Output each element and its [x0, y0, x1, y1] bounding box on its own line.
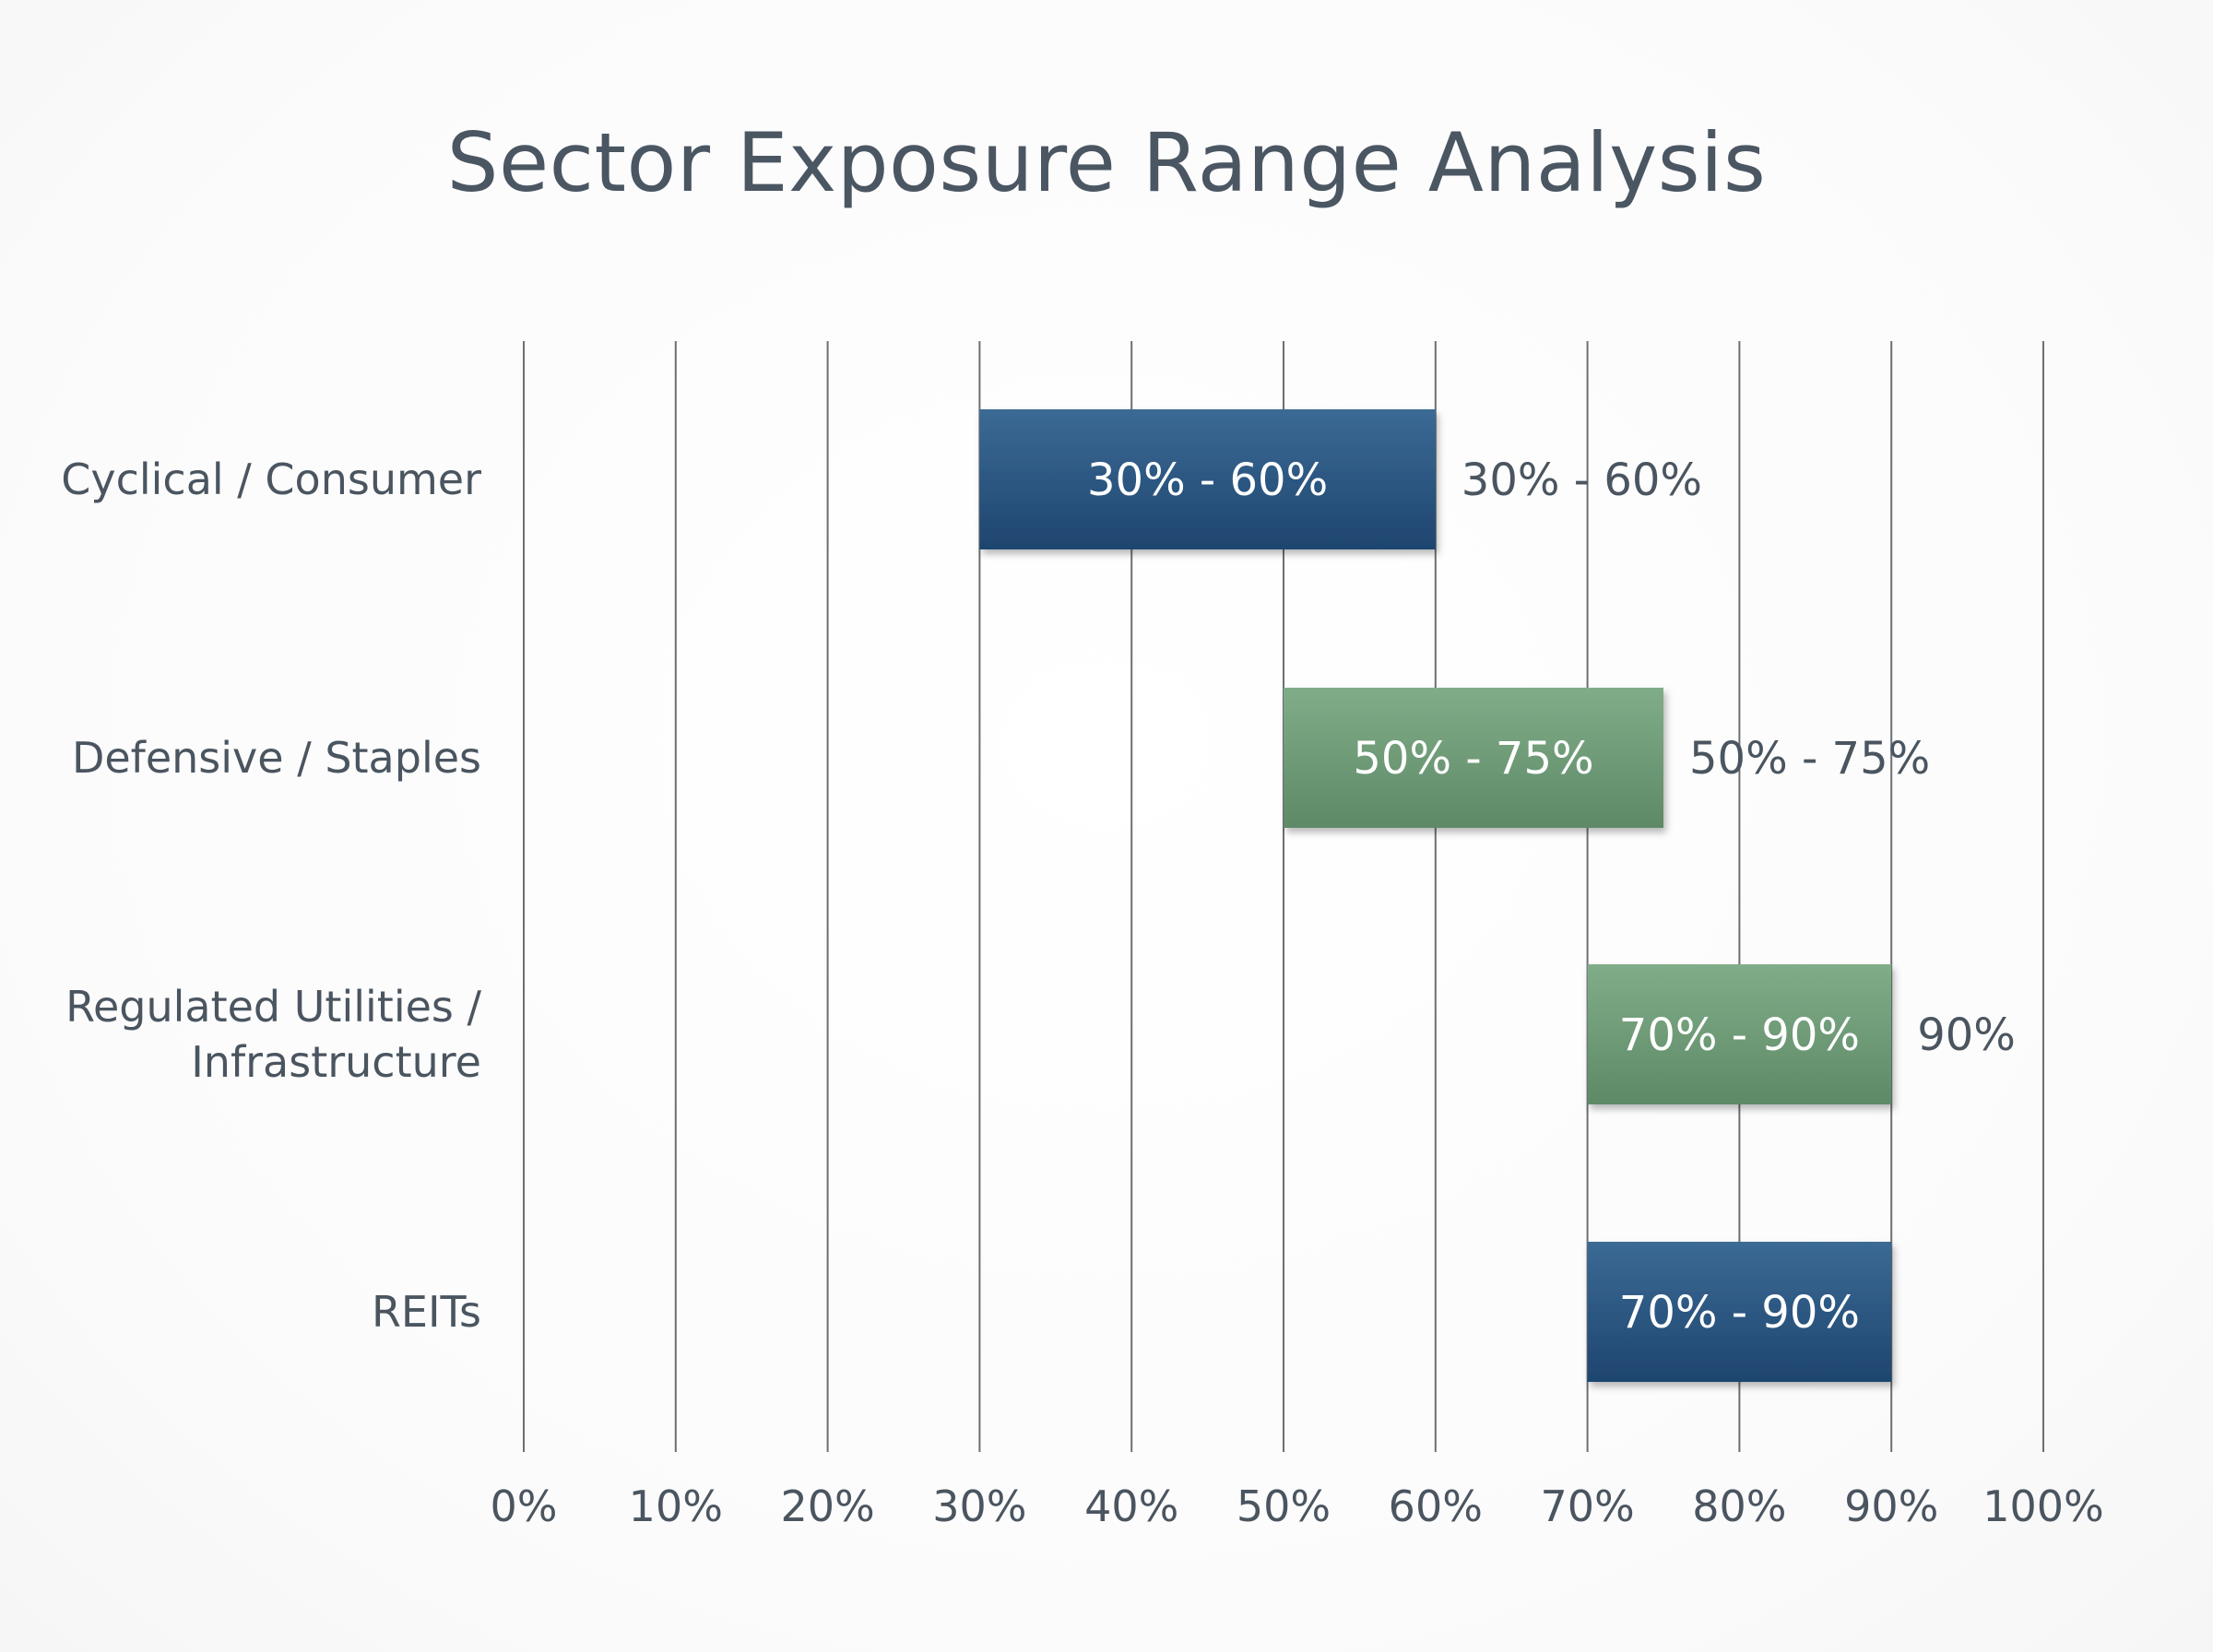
category-label: REITs: [372, 1287, 481, 1337]
range-bar: [1284, 688, 1663, 828]
labels: 0% 10% 20% 30% 40% 50% 60% 70% 80% 90% 100% 30% - 6…: [61, 454, 2104, 1531]
range-bar: [1587, 1242, 1892, 1382]
x-tick-label: 20%: [780, 1481, 874, 1531]
chart-title: Sector Exposure Range Analysis: [446, 115, 1767, 210]
bar-data-label: 70% - 90%: [1619, 1287, 1860, 1339]
x-tick-label: 100%: [1982, 1481, 2104, 1531]
range-bar: [1587, 964, 1892, 1104]
category-label: Defensive / Staples: [72, 733, 481, 783]
x-tick-label: 50%: [1237, 1481, 1331, 1531]
category-label-line: Cyclical / Consumer: [61, 454, 481, 504]
x-tick-label: 80%: [1692, 1481, 1786, 1531]
x-tick-label: 30%: [932, 1481, 1026, 1531]
bar-outside-label: 30% - 60%: [1462, 454, 1702, 506]
bar-data-label: 50% - 75%: [1353, 733, 1593, 785]
category-label-line: Defensive / Staples: [72, 733, 481, 783]
bar-outside-label: 50% - 75%: [1689, 733, 1930, 785]
category-label-line: Infrastructure: [191, 1037, 481, 1087]
x-tick-label: 90%: [1844, 1481, 1938, 1531]
category-label: Cyclical / Consumer: [61, 454, 481, 504]
x-tick-label: 60%: [1389, 1481, 1483, 1531]
x-tick-label: 70%: [1540, 1481, 1634, 1531]
range-bar: [979, 409, 1436, 549]
bar-outside-label: 90%: [1917, 1009, 2016, 1061]
x-tick-label: 40%: [1084, 1481, 1178, 1531]
x-tick-label: 0%: [491, 1481, 558, 1531]
category-label-line: Regulated Utilities /: [65, 982, 481, 1032]
category-label: Regulated Utilities / Infrastructure: [65, 982, 481, 1087]
bars: [979, 409, 1892, 1382]
bar-data-label: 70% - 90%: [1619, 1009, 1860, 1061]
category-label-line: REITs: [372, 1287, 481, 1337]
x-tick-label: 10%: [629, 1481, 723, 1531]
bar-data-label: 30% - 60%: [1087, 454, 1328, 506]
